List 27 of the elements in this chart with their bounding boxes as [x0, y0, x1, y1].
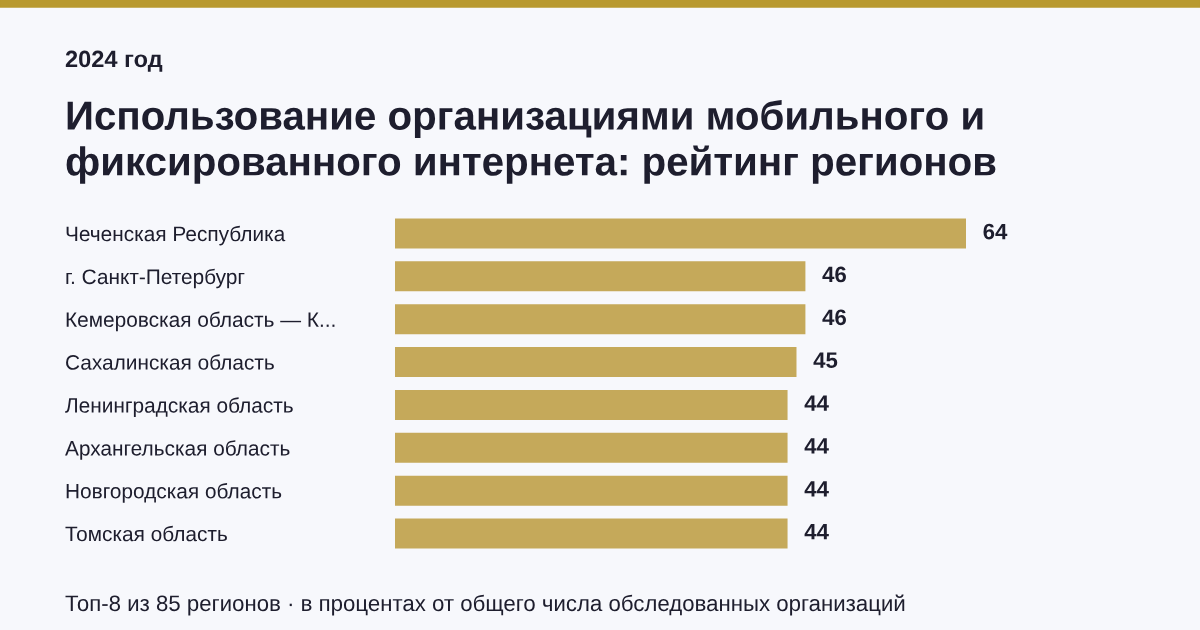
data-label: 46 [822, 266, 846, 283]
data-label: 46 [822, 309, 846, 326]
bar [395, 432, 788, 463]
bar [395, 389, 788, 420]
data-label: 44 [804, 438, 829, 454]
y-tick-label: Кемеровская область — К... [66, 311, 335, 332]
y-tick-label: Чеченская Республика [66, 225, 286, 246]
bar [395, 518, 788, 549]
bar [395, 304, 806, 335]
text: Топ-8 из 85 регионов · в процентах от общего числа обследованных организаций [65, 594, 905, 616]
chart-title: Использование организациями мобильного и фиксированного интернета: рейтинг регионов [66, 100, 996, 184]
data-label: 64 [983, 223, 1008, 240]
y-tick-label: Архангельская область [65, 440, 290, 460]
data-label: 45 [813, 352, 838, 369]
bar [395, 218, 966, 249]
y-tick-label: Томская область [65, 525, 227, 542]
bar [395, 347, 797, 378]
y-tick-label: г. Санкт-Петербург [66, 268, 245, 289]
bar [395, 261, 806, 292]
data-label: 44 [804, 481, 829, 497]
y-tick-label: Ленинградская область [65, 397, 293, 417]
bar [395, 475, 788, 506]
data-label: 44 [804, 524, 829, 540]
y-tick-label: Новгородская область [66, 483, 282, 503]
y-tick-label: Сахалинская область [66, 354, 274, 370]
data-label: 44 [804, 395, 829, 411]
text: 2024 год [65, 50, 163, 72]
